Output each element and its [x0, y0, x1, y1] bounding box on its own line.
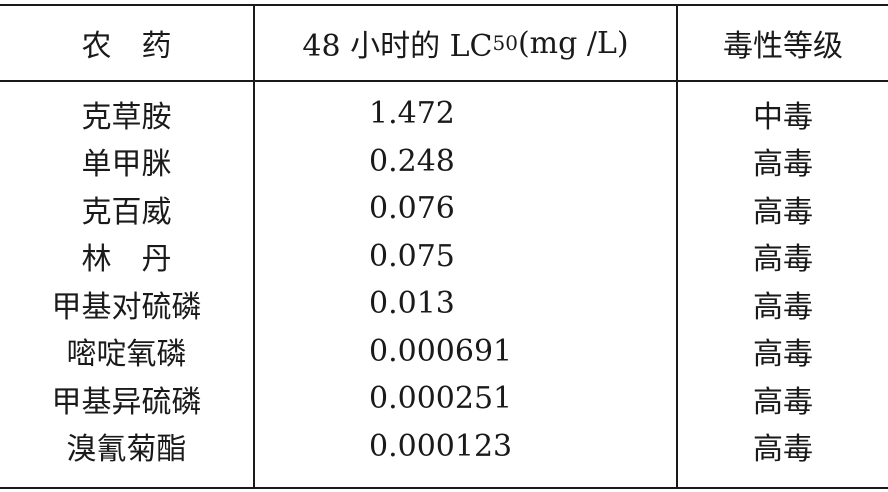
header-pesticide: 农 药 [81, 29, 172, 64]
column-divider-1 [253, 6, 255, 487]
lc50-value: 0.000691 [369, 333, 513, 369]
toxicity-level: 高毒 [753, 384, 813, 420]
header-lc50-unit: (mg /L) [517, 25, 629, 61]
pesticide-name: 溴氰菊酯 [66, 432, 187, 468]
pesticide-name: 克草胺 [81, 99, 172, 135]
table-header: 农 药 48 小时的 LC 50 (mg /L) 毒性等级 [0, 6, 888, 80]
table-row: 溴氰菊酯 0.000123 高毒 [0, 423, 888, 471]
table-row: 甲基异硫磷 0.000251 高毒 [0, 375, 888, 423]
toxicity-level: 高毒 [753, 432, 813, 468]
lc50-value: 0.248 [369, 143, 455, 179]
header-lc50-label: 48 小时的 LC [302, 29, 493, 64]
toxicity-level: 高毒 [753, 242, 813, 278]
toxicity-level: 高毒 [753, 289, 813, 325]
lc50-value: 1.472 [369, 96, 455, 132]
lc50-value: 0.075 [369, 238, 455, 274]
pesticide-name: 克百威 [81, 194, 172, 230]
column-divider-2 [676, 6, 678, 487]
top-rule [0, 4, 888, 6]
table-row: 嘧啶氧磷 0.000691 高毒 [0, 328, 888, 376]
table-row: 克百威 0.076 高毒 [0, 185, 888, 233]
table-body: 克草胺 1.472 中毒 单甲脒 0.248 高毒 克百威 0.076 高毒 林… [0, 90, 888, 470]
table-row: 甲基对硫磷 0.013 高毒 [0, 280, 888, 328]
header-rule [0, 80, 888, 82]
header-toxicity: 毒性等级 [723, 29, 843, 64]
lc50-value: 0.076 [369, 191, 455, 227]
table-row: 克草胺 1.472 中毒 [0, 90, 888, 138]
pesticide-name: 单甲脒 [81, 147, 172, 183]
header-lc50: 48 小时的 LC 50 (mg /L) [255, 6, 676, 80]
lc50-value: 0.000251 [369, 381, 513, 417]
pesticide-name: 嘧啶氧磷 [66, 337, 187, 373]
table-row: 单甲脒 0.248 高毒 [0, 138, 888, 186]
lc50-value: 0.000123 [369, 428, 513, 464]
pesticide-name: 甲基异硫磷 [51, 384, 202, 420]
pesticide-name: 甲基对硫磷 [51, 289, 202, 325]
toxicity-level: 中毒 [753, 99, 813, 135]
bottom-rule [0, 487, 888, 489]
toxicity-level: 高毒 [753, 147, 813, 183]
header-lc50-subscript: 50 [492, 31, 518, 55]
lc50-value: 0.013 [369, 286, 455, 322]
table-row: 林 丹 0.075 高毒 [0, 233, 888, 281]
toxicity-level: 高毒 [753, 337, 813, 373]
pesticide-name: 林 丹 [81, 242, 172, 278]
toxicity-level: 高毒 [753, 194, 813, 230]
